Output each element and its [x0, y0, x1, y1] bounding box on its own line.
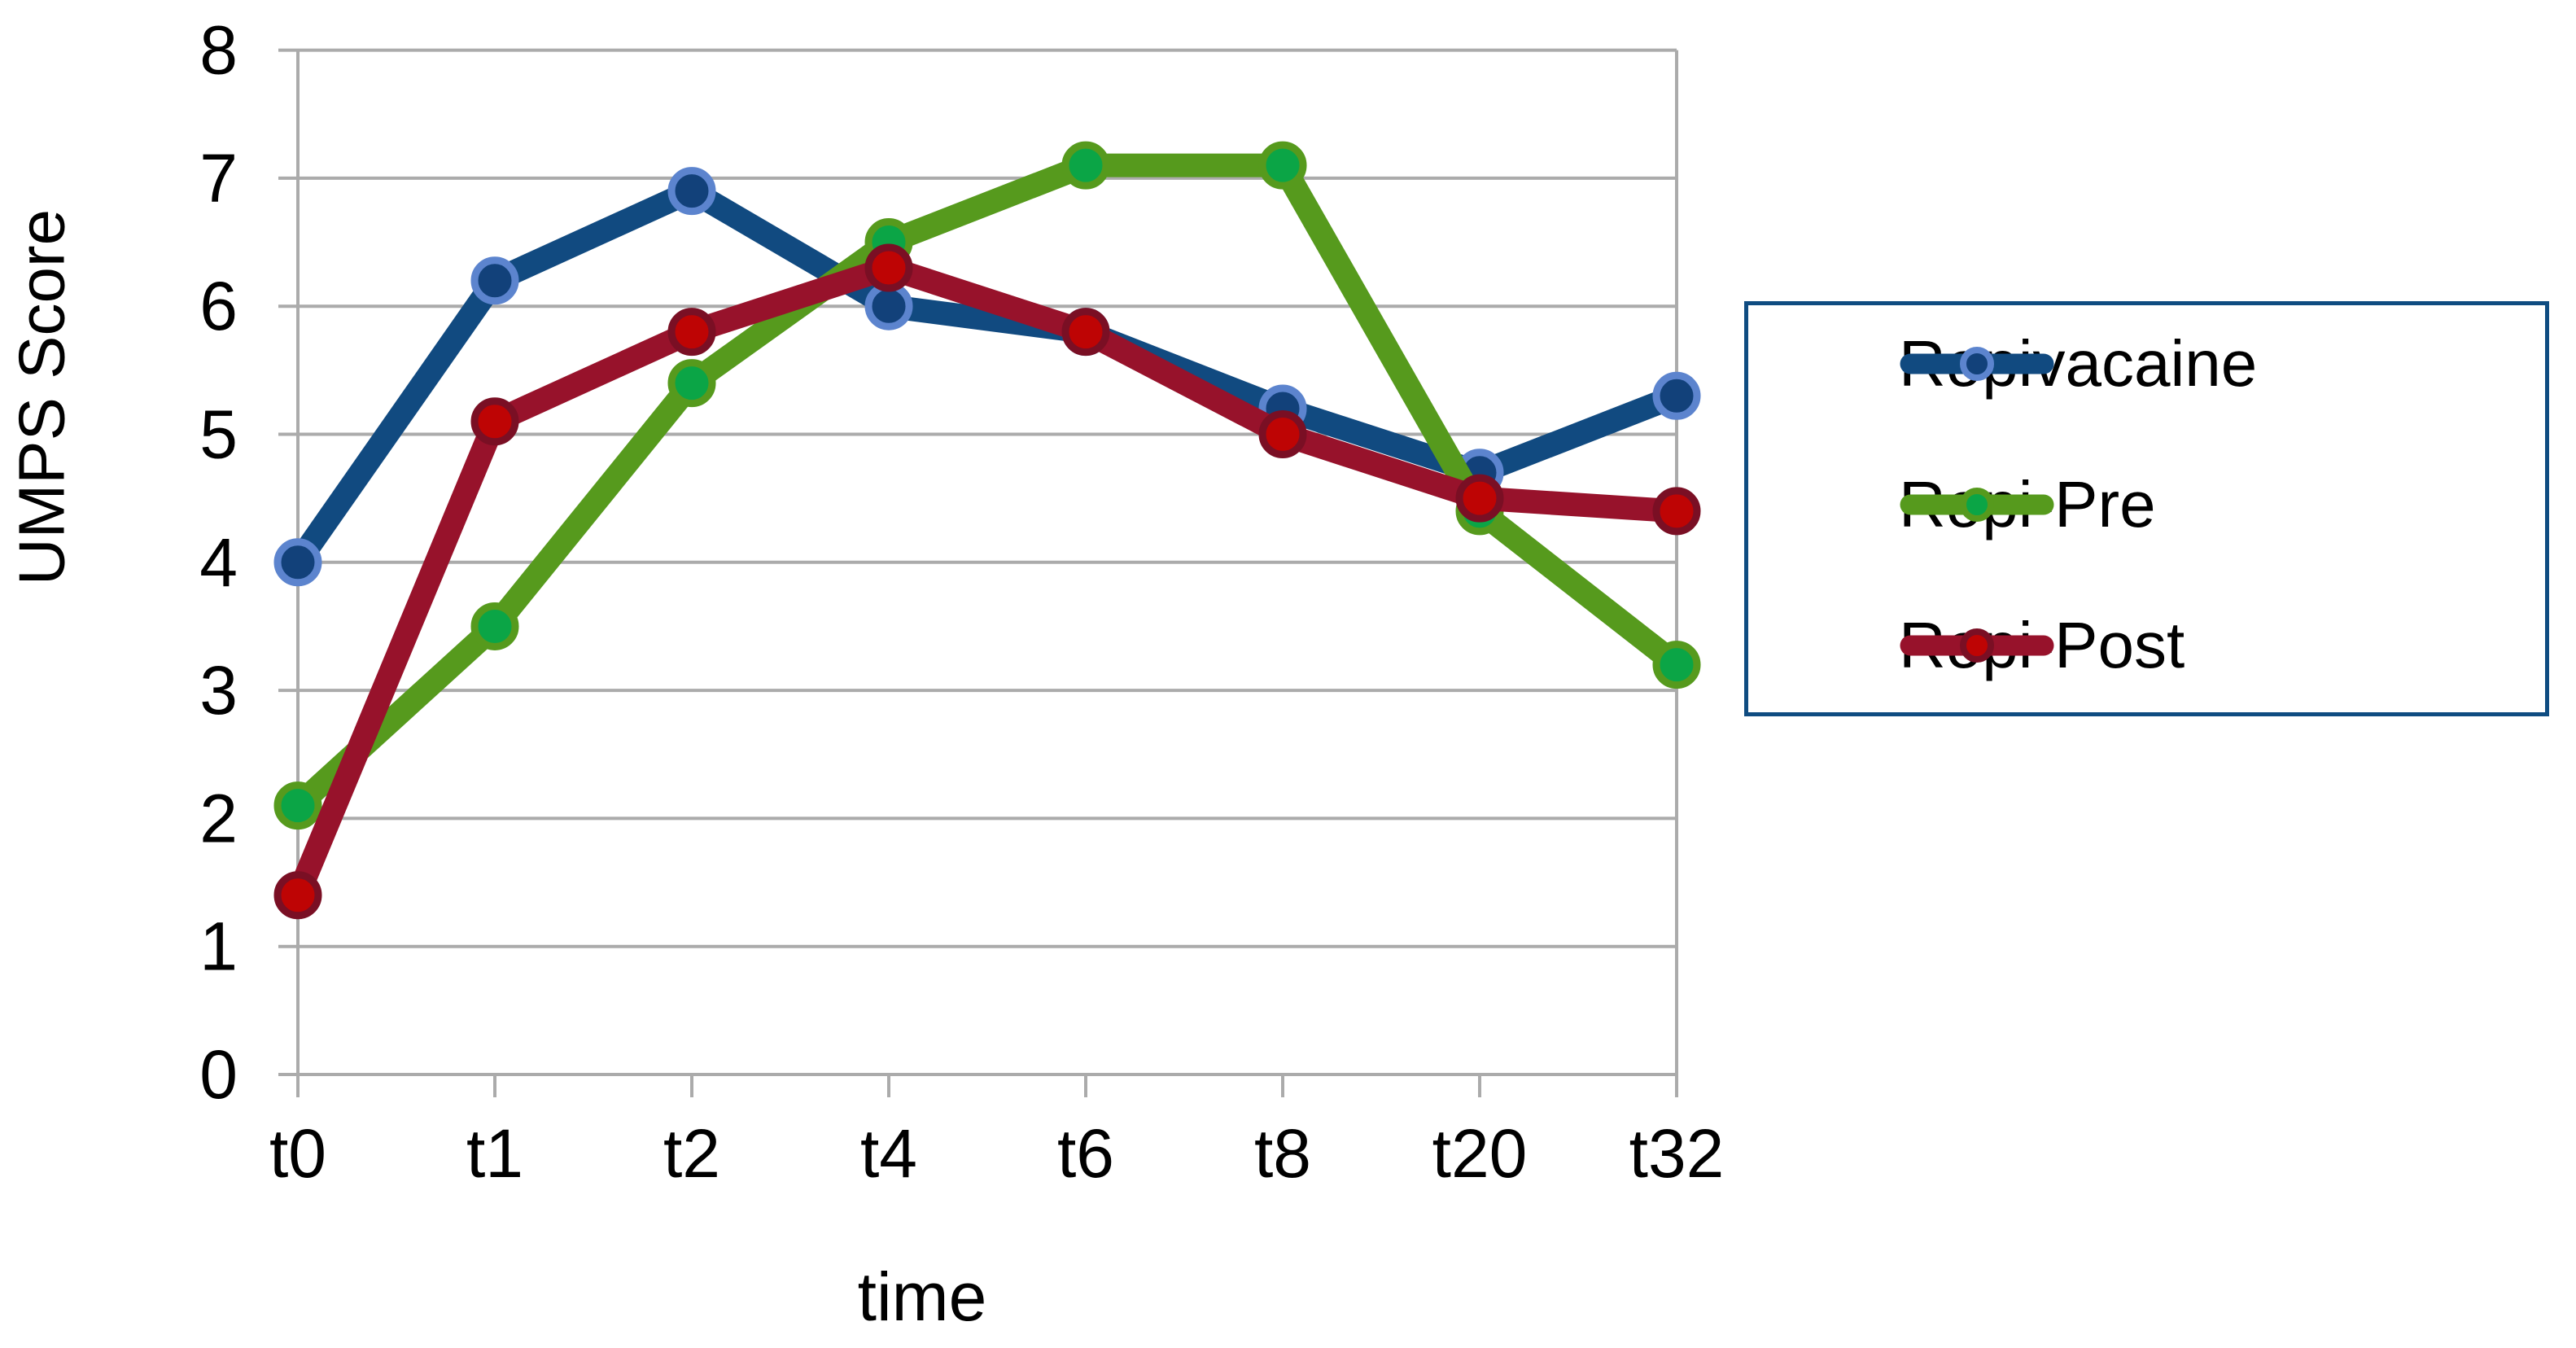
y-tick-label: 7 — [199, 140, 238, 217]
legend: Ropivacaine Ropi-Pre Ropi-Post — [1744, 301, 2549, 716]
y-tick-label: 1 — [199, 908, 238, 985]
legend-sample-marker — [1960, 488, 1994, 522]
x-tick-label: t20 — [1432, 1115, 1528, 1192]
x-tick-label: t0 — [269, 1115, 326, 1192]
y-tick-label: 5 — [199, 396, 238, 473]
y-tick-label: 2 — [199, 780, 238, 856]
data-point-ropivacaine-t2 — [667, 167, 716, 216]
data-point-ropivacaine-t0 — [273, 538, 322, 587]
data-point-ropi-post-t6 — [1061, 308, 1110, 357]
x-tick-label: t32 — [1629, 1115, 1725, 1192]
y-tick-label: 0 — [199, 1036, 238, 1113]
legend-sample-ropi-pre — [1900, 488, 2054, 522]
legend-sample-marker — [1960, 347, 1994, 381]
data-point-ropi-post-t20 — [1455, 474, 1504, 523]
y-axis-title: UMPS Score — [6, 209, 78, 585]
data-point-ropi-pre-t6 — [1061, 141, 1110, 190]
data-point-ropi-pre-t32 — [1652, 641, 1701, 689]
data-point-ropi-pre-t0 — [273, 781, 322, 830]
data-point-ropivacaine-t1 — [470, 256, 519, 305]
y-tick-label: 6 — [199, 268, 238, 344]
legend-item-ropi-pre: Ropi-Pre — [1899, 460, 2156, 549]
x-tick-label: t2 — [663, 1115, 720, 1192]
legend-item-ropi-post: Ropi-Post — [1899, 601, 2185, 690]
x-tick-label: t1 — [466, 1115, 523, 1192]
data-point-ropi-post-t32 — [1652, 487, 1701, 536]
x-tick-label: t4 — [860, 1115, 917, 1192]
legend-sample-marker — [1960, 628, 1994, 663]
data-point-ropi-pre-t2 — [667, 359, 716, 408]
data-point-ropi-post-t4 — [864, 243, 913, 292]
x-tick-label: t8 — [1254, 1115, 1311, 1192]
data-point-ropivacaine-t32 — [1652, 371, 1701, 420]
y-tick-label: 8 — [199, 12, 238, 89]
data-point-ropi-pre-t1 — [470, 602, 519, 650]
series-line-ropi-post — [286, 256, 1689, 908]
series-line-ropi-pre — [286, 153, 1689, 818]
legend-item-ropivacaine: Ropivacaine — [1899, 319, 2257, 409]
data-point-ropi-pre-t8 — [1258, 141, 1307, 190]
axis-labels-group: 0 1 2 3 4 5 6 7 8 t0 t1 t2 t4 t6 t8 t20 t32 — [199, 12, 1724, 1192]
x-axis-title: time — [858, 1258, 987, 1335]
series-group — [273, 141, 1701, 920]
legend-sample-ropivacaine — [1900, 347, 2054, 381]
y-tick-label: 4 — [199, 524, 238, 601]
legend-sample-ropi-post — [1900, 628, 2054, 663]
data-point-ropi-post-t8 — [1258, 410, 1307, 458]
data-point-ropivacaine-t4 — [864, 282, 913, 330]
data-point-ropi-post-t1 — [470, 397, 519, 446]
data-point-ropi-post-t2 — [667, 308, 716, 357]
y-tick-label: 3 — [199, 652, 238, 729]
data-point-ropi-post-t0 — [273, 871, 322, 920]
x-tick-label: t6 — [1057, 1115, 1114, 1192]
